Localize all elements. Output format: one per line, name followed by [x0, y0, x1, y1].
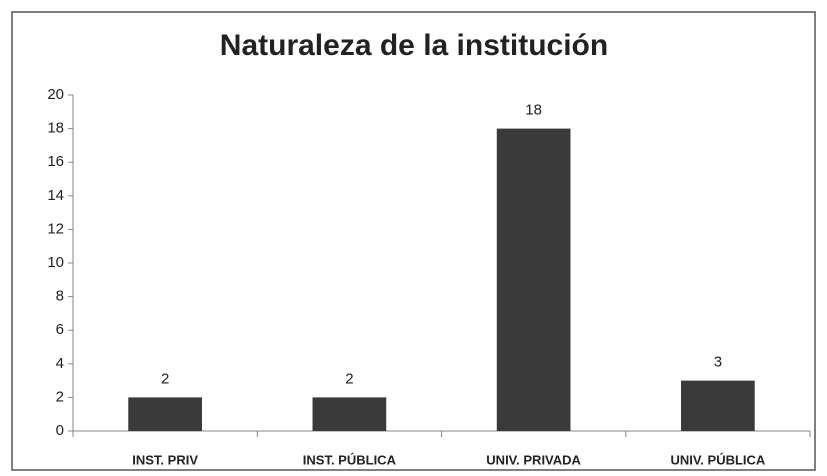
bar: [496, 128, 571, 431]
y-tick-label: 20: [47, 86, 64, 103]
y-tick-label: 4: [56, 355, 64, 372]
y-tick-label: 18: [47, 120, 64, 137]
data-label: 3: [714, 354, 722, 371]
x-tick-label: INST. PÚBLICA: [303, 452, 397, 467]
y-tick-label: 2: [56, 388, 64, 405]
bar: [681, 380, 755, 431]
y-tick-label: 10: [47, 254, 64, 271]
x-tick-label: UNIV. PÚBLICA: [670, 452, 765, 467]
bar: [312, 397, 387, 431]
x-tick-label: INST. PRIV: [132, 452, 198, 467]
y-tick-label: 12: [47, 220, 64, 237]
y-tick-label: 8: [56, 288, 64, 305]
data-label: 2: [161, 370, 169, 387]
x-tick-label: UNIV. PRIVADA: [486, 452, 581, 467]
y-tick-label: 16: [47, 153, 64, 170]
data-label: 2: [345, 370, 353, 387]
y-tick-label: 14: [47, 187, 64, 204]
y-tick-label: 0: [56, 422, 64, 439]
data-label: 18: [525, 102, 542, 119]
chart-title: Naturaleza de la institución: [220, 29, 608, 62]
y-tick-label: 6: [56, 321, 64, 338]
bar: [128, 397, 202, 431]
